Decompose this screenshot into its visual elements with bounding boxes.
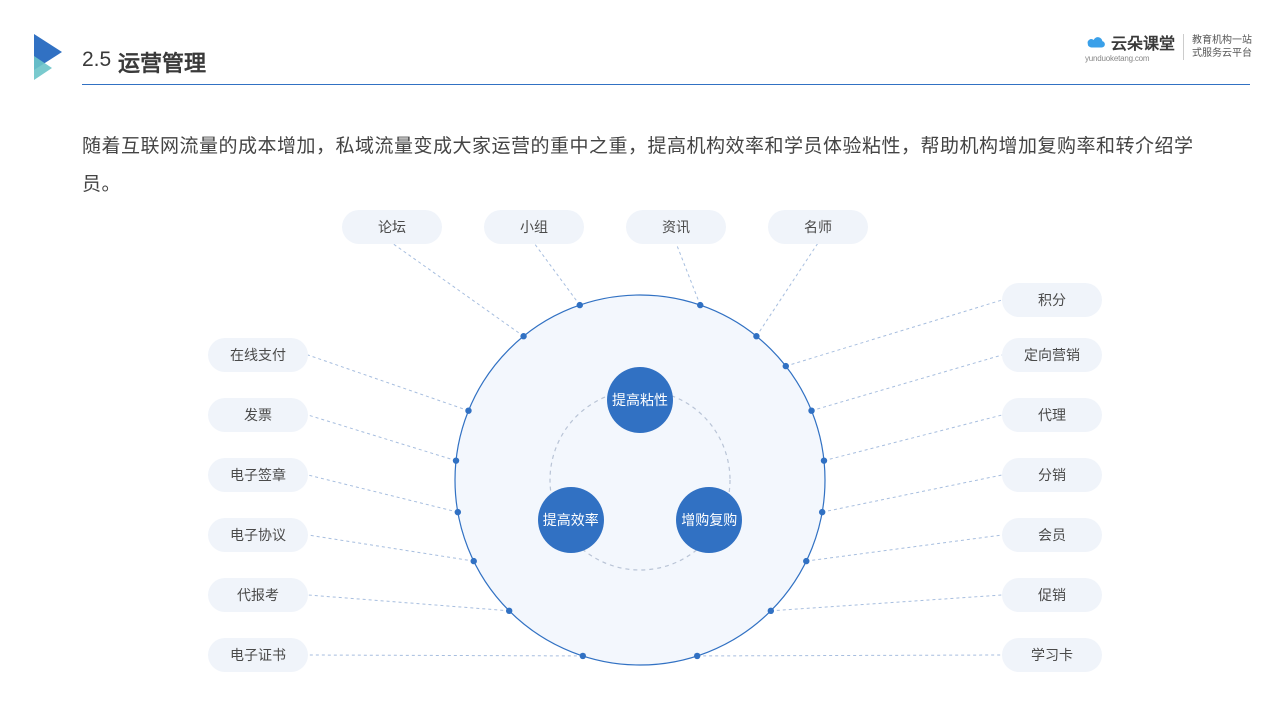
pill-right-5: 定向营销 [1002,338,1102,372]
brand-tagline-l2: 式服务云平台 [1192,47,1252,60]
hub-eff: 提高效率 [538,487,604,553]
brand-url: yunduoketang.com [1085,54,1149,63]
pill-left-15: 代报考 [208,578,308,612]
brand-block: 云朵课堂 yunduoketang.com 教育机构一站 式服务云平台 [1085,30,1252,63]
section-title: 运营管理 [118,46,206,78]
pill-right-7: 分销 [1002,458,1102,492]
pill-top-1: 小组 [484,210,584,244]
header-divider [82,84,1250,85]
pill-top-2: 资讯 [626,210,726,244]
pill-left-13: 电子签章 [208,458,308,492]
hub-repurch: 增购复购 [676,487,742,553]
brand-tagline-l1: 教育机构一站 [1192,34,1252,47]
slide: 2.5 运营管理 云朵课堂 yunduoketang.com 教育机构一站 式服… [0,0,1280,720]
pill-right-4: 积分 [1002,283,1102,317]
hub-sticky: 提高粘性 [607,367,673,433]
pill-top-0: 论坛 [342,210,442,244]
pill-right-10: 学习卡 [1002,638,1102,672]
pill-left-14: 电子协议 [208,518,308,552]
pill-right-9: 促销 [1002,578,1102,612]
pill-right-6: 代理 [1002,398,1102,432]
brand-name: 云朵课堂 [1085,30,1175,54]
pill-left-16: 电子证书 [208,638,308,672]
cloud-icon [1085,34,1107,50]
pill-left-12: 发票 [208,398,308,432]
pill-left-11: 在线支付 [208,338,308,372]
pill-top-3: 名师 [768,210,868,244]
brand-name-text: 云朵课堂 [1111,30,1175,54]
brand-tagline: 教育机构一站 式服务云平台 [1192,34,1252,60]
section-number: 2.5 [82,48,111,72]
description-text: 随着互联网流量的成本增加，私域流量变成大家运营的重中之重，提高机构效率和学员体验… [82,128,1210,204]
brand-divider [1183,34,1184,60]
pill-right-8: 会员 [1002,518,1102,552]
